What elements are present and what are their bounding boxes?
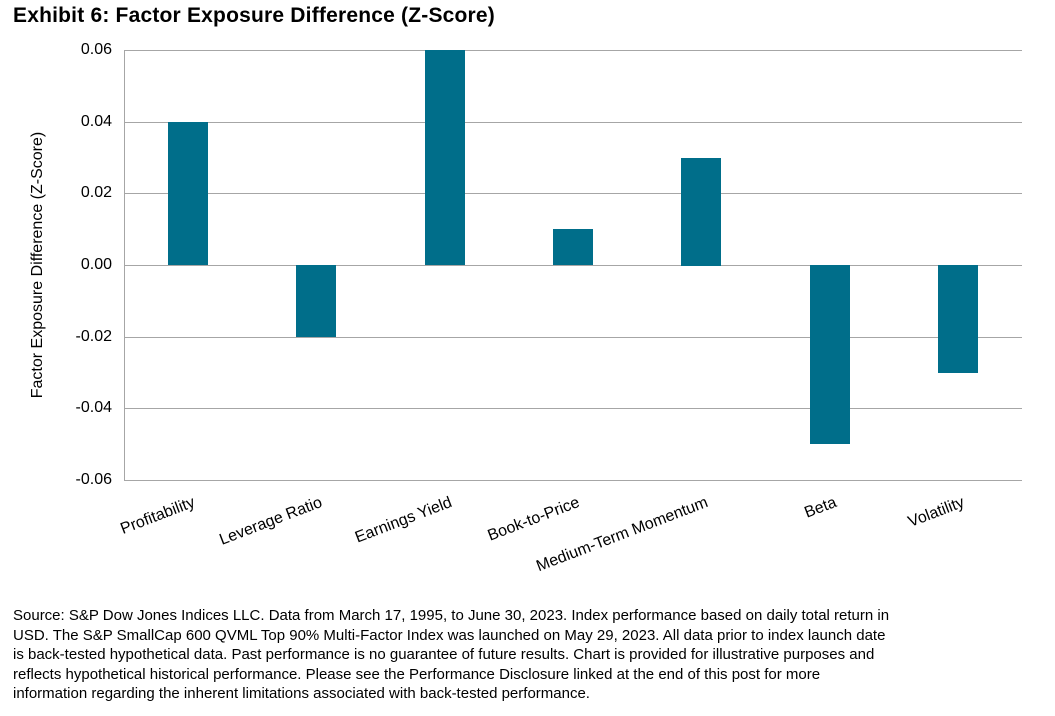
- y-tick-label: 0.04: [80, 113, 112, 130]
- x-axis-label-beta: Beta: [802, 494, 840, 522]
- plot-area: [124, 50, 1022, 481]
- source-disclaimer-line: USD. The S&P SmallCap 600 QVML Top 90% M…: [13, 626, 886, 644]
- gridline: [124, 480, 1022, 481]
- source-disclaimer-line: information regarding the inherent limit…: [13, 685, 590, 702]
- bar-medium-term-momentum: [681, 158, 721, 266]
- gridline: [124, 193, 1022, 194]
- bar-beta: [810, 265, 850, 444]
- gridline: [124, 265, 1022, 266]
- y-tick-label: 0.00: [80, 256, 112, 273]
- bar-volatility: [938, 265, 978, 373]
- y-axis-line: [124, 50, 125, 480]
- source-disclaimer-line: reflects hypothetical historical perform…: [13, 665, 821, 683]
- bar-leverage-ratio: [296, 265, 336, 337]
- y-tick-label: 0.02: [80, 184, 112, 201]
- x-axis-label-leverage-ratio: Leverage Ratio: [217, 494, 326, 549]
- source-disclaimer-line: Source: S&P Dow Jones Indices LLC. Data …: [13, 607, 890, 624]
- y-tick-label: -0.02: [75, 328, 112, 345]
- gridline: [124, 337, 1022, 338]
- x-axis-label-volatility: Volatility: [906, 494, 968, 531]
- chart-title: Exhibit 6: Factor Exposure Difference (Z…: [13, 4, 496, 27]
- gridline: [124, 50, 1022, 51]
- gridline: [124, 122, 1022, 123]
- source-disclaimer-text: Source: S&P Dow Jones Indices LLC. Data …: [13, 606, 1053, 704]
- y-tick-label: -0.04: [75, 399, 112, 416]
- gridline: [124, 408, 1022, 409]
- x-axis-label-earnings-yield: Earnings Yield: [352, 494, 455, 547]
- y-tick-label: -0.06: [75, 471, 112, 488]
- source-disclaimer-line: is back-tested hypothetical data. Past p…: [13, 646, 875, 663]
- bar-book-to-price: [553, 229, 593, 265]
- y-tick-label: 0.06: [80, 41, 112, 58]
- x-axis-label-profitability: Profitability: [117, 494, 198, 538]
- x-axis-label-book-to-price: Book-to-Price: [485, 494, 583, 545]
- bar-profitability: [168, 122, 208, 265]
- bar-earnings-yield: [425, 50, 465, 265]
